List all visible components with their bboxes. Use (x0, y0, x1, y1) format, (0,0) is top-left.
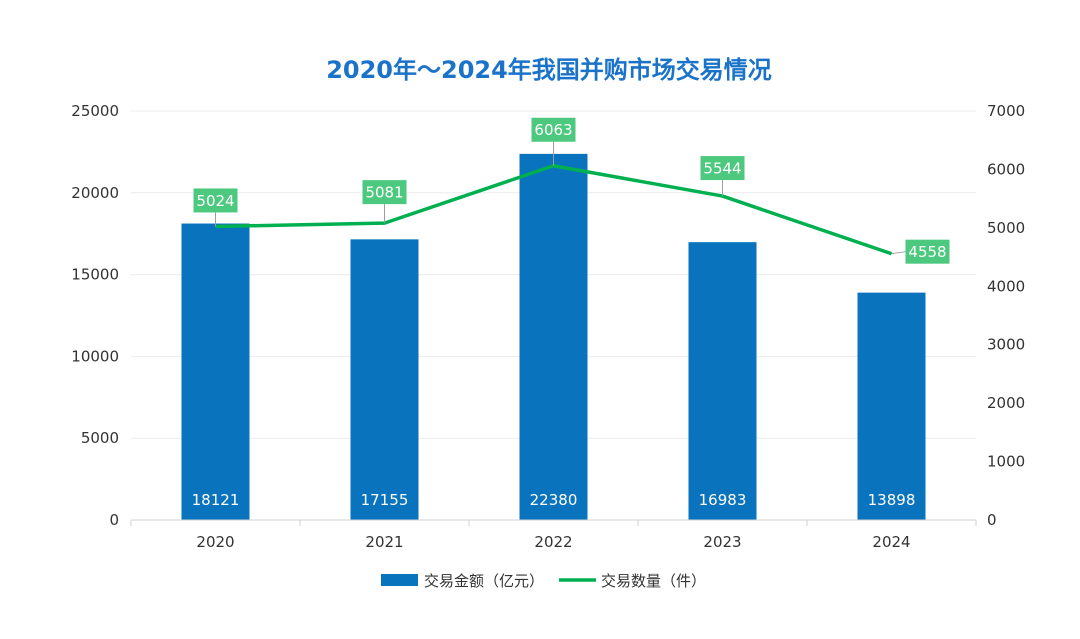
left-axis-tick-label: 15000 (71, 266, 119, 284)
point-label-box (193, 188, 238, 213)
bar (857, 292, 926, 520)
point-value-label: 6063 (534, 121, 572, 139)
bar-value-label: 22380 (530, 491, 578, 509)
point-value-label: 5024 (196, 192, 234, 210)
right-axis-tick-label: 6000 (987, 160, 1025, 178)
point-label-box (531, 117, 576, 142)
x-axis-tick-label: 2024 (872, 533, 910, 551)
x-axis: 2020 2021 2022 2023 2024 (130, 519, 977, 551)
left-axis-tick-label: 10000 (71, 347, 119, 365)
bar-value-label: 16983 (699, 491, 747, 509)
right-axis-tick-label: 4000 (987, 277, 1025, 295)
legend: 交易金额（亿元） 交易数量（件） (381, 572, 706, 590)
bar (350, 239, 419, 521)
x-axis-tick-label: 2020 (196, 533, 234, 551)
bar (688, 242, 757, 520)
bar (181, 223, 250, 520)
left-axis-tick-label: 5000 (81, 429, 119, 447)
x-axis-tick-label: 2022 (534, 533, 572, 551)
point-label-box (905, 239, 950, 264)
bar-value-label: 17155 (361, 491, 409, 509)
x-axis-tick-label: 2021 (365, 533, 403, 551)
bar-data-labels: 18121 17155 22380 16983 13898 (192, 491, 916, 509)
left-axis-tick-label: 25000 (71, 102, 119, 120)
right-axis-tick-label: 3000 (987, 336, 1025, 354)
right-axis-tick-label: 7000 (987, 102, 1025, 120)
chart-title: 2020年～2024年我国并购市场交易情况 (326, 56, 772, 84)
right-axis-tick-label: 2000 (987, 394, 1025, 412)
left-axis-tick-label: 20000 (71, 184, 119, 202)
bar (519, 153, 588, 520)
legend-swatch-bar (381, 574, 418, 586)
legend-label-bar: 交易金额（亿元） (424, 572, 544, 590)
bar-value-label: 13898 (868, 491, 916, 509)
left-axis-tick-label: 0 (109, 511, 119, 529)
bar-series (181, 153, 926, 521)
point-value-label: 5544 (703, 160, 741, 178)
x-axis-tick-label: 2023 (703, 533, 741, 551)
point-label-box (700, 156, 745, 181)
left-axis-ticks: 0 5000 10000 15000 20000 25000 (71, 102, 119, 529)
line-series: 5024 5081 6063 5544 4558 (193, 117, 950, 264)
point-label-box (362, 180, 407, 205)
bar-value-label: 18121 (192, 491, 240, 509)
right-axis-tick-label: 5000 (987, 219, 1025, 237)
point-value-label: 5081 (365, 184, 403, 202)
right-axis-ticks: 0 1000 2000 3000 4000 5000 6000 7000 (987, 102, 1025, 529)
right-axis-tick-label: 0 (987, 511, 997, 529)
label-leader-line (891, 251, 906, 255)
point-value-label: 4558 (908, 243, 946, 261)
right-axis-tick-label: 1000 (987, 453, 1025, 471)
legend-label-line: 交易数量（件） (601, 572, 706, 590)
